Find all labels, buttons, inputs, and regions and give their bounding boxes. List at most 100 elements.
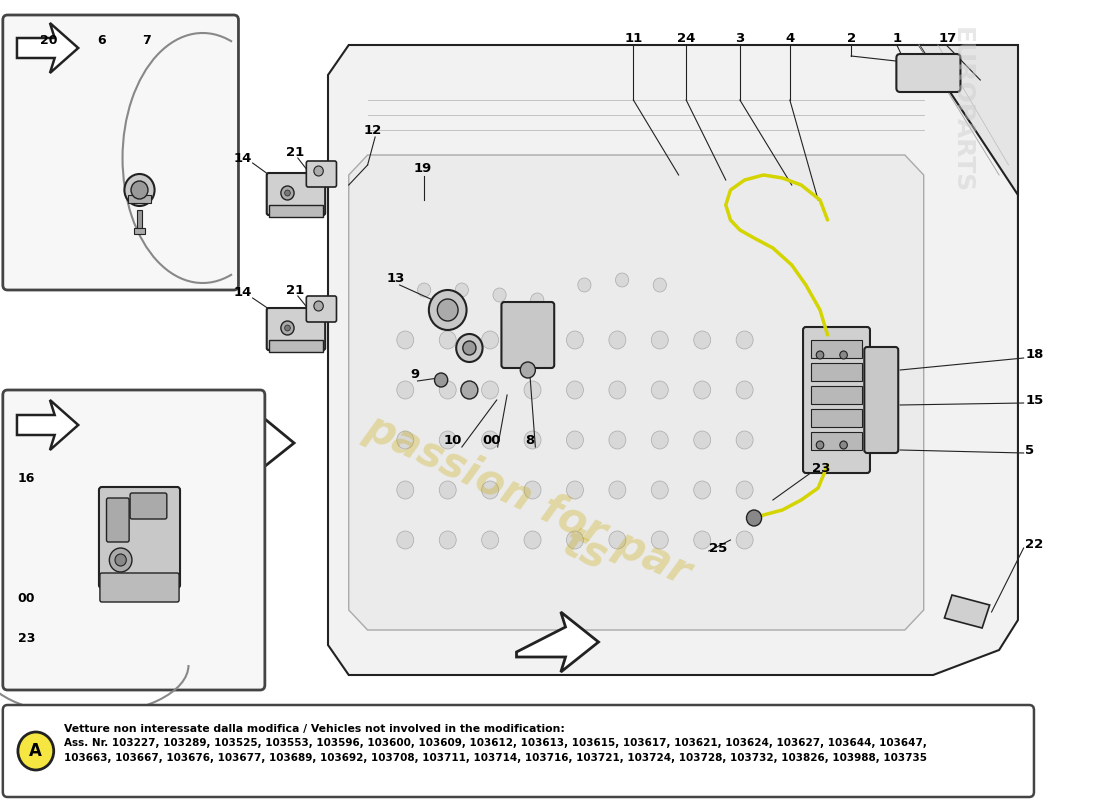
Circle shape [609, 381, 626, 399]
Circle shape [280, 321, 294, 335]
FancyBboxPatch shape [266, 308, 326, 350]
Text: 19: 19 [414, 162, 431, 174]
Circle shape [439, 531, 456, 549]
Circle shape [609, 531, 626, 549]
Circle shape [439, 331, 456, 349]
Text: 18: 18 [1025, 349, 1044, 362]
Bar [134, 228, 145, 234]
Text: 17: 17 [938, 31, 956, 45]
FancyBboxPatch shape [896, 54, 960, 92]
FancyBboxPatch shape [3, 705, 1034, 797]
Circle shape [314, 166, 323, 176]
Text: 9: 9 [410, 367, 419, 381]
FancyBboxPatch shape [266, 173, 326, 215]
Circle shape [524, 431, 541, 449]
FancyBboxPatch shape [3, 15, 239, 290]
Bar [811, 340, 862, 358]
Circle shape [456, 334, 483, 362]
Bar [811, 363, 862, 381]
Text: A: A [30, 742, 42, 760]
Text: ts: ts [556, 522, 614, 578]
Text: 11: 11 [625, 31, 642, 45]
Text: 25: 25 [708, 542, 727, 554]
Circle shape [609, 481, 626, 499]
Circle shape [524, 331, 541, 349]
Text: 12: 12 [363, 123, 382, 137]
Polygon shape [16, 400, 78, 450]
Circle shape [694, 381, 711, 399]
Circle shape [736, 531, 754, 549]
Polygon shape [517, 612, 598, 672]
Text: 20: 20 [41, 34, 58, 46]
Text: 13: 13 [387, 271, 405, 285]
Bar [811, 409, 862, 427]
FancyBboxPatch shape [3, 390, 265, 690]
Circle shape [455, 283, 469, 297]
Polygon shape [328, 45, 1018, 675]
Circle shape [653, 278, 667, 292]
Circle shape [694, 531, 711, 549]
Bar [129, 195, 151, 203]
Circle shape [524, 481, 541, 499]
Text: 21: 21 [286, 283, 304, 297]
Circle shape [285, 325, 290, 331]
FancyBboxPatch shape [100, 573, 179, 602]
Bar [811, 386, 862, 404]
Text: 21: 21 [286, 146, 304, 159]
Text: 6: 6 [98, 34, 106, 46]
FancyBboxPatch shape [502, 302, 554, 368]
Circle shape [434, 373, 448, 387]
Text: 16: 16 [18, 471, 35, 485]
Circle shape [463, 341, 476, 355]
Text: 23: 23 [18, 631, 35, 645]
Circle shape [651, 381, 669, 399]
Bar [136, 210, 142, 230]
Circle shape [694, 431, 711, 449]
Text: Ass. Nr. 103227, 103289, 103525, 103553, 103596, 103600, 103609, 103612, 103613,: Ass. Nr. 103227, 103289, 103525, 103553,… [64, 738, 927, 748]
Circle shape [482, 531, 498, 549]
Circle shape [736, 381, 754, 399]
Circle shape [131, 181, 149, 199]
Circle shape [839, 441, 847, 449]
FancyBboxPatch shape [865, 347, 899, 453]
Circle shape [651, 431, 669, 449]
Text: 4: 4 [785, 31, 794, 45]
Circle shape [694, 331, 711, 349]
Text: 15: 15 [1025, 394, 1044, 406]
Circle shape [439, 481, 456, 499]
Circle shape [482, 381, 498, 399]
Circle shape [314, 301, 323, 311]
Circle shape [124, 174, 155, 206]
Circle shape [418, 283, 431, 297]
FancyBboxPatch shape [306, 161, 337, 187]
Circle shape [694, 481, 711, 499]
Circle shape [482, 481, 498, 499]
Circle shape [616, 273, 629, 287]
Text: 00: 00 [18, 591, 35, 605]
Text: 8: 8 [525, 434, 535, 446]
Circle shape [439, 431, 456, 449]
Text: 103663, 103667, 103676, 103677, 103689, 103692, 103708, 103711, 103714, 103716, : 103663, 103667, 103676, 103677, 103689, … [64, 753, 927, 763]
Text: 22: 22 [1025, 538, 1044, 551]
FancyBboxPatch shape [107, 498, 129, 542]
Circle shape [438, 299, 458, 321]
Text: 14: 14 [234, 286, 252, 298]
Circle shape [566, 381, 583, 399]
Circle shape [839, 351, 847, 359]
Text: 23: 23 [813, 462, 830, 474]
Circle shape [397, 381, 414, 399]
Circle shape [429, 290, 466, 330]
Circle shape [609, 431, 626, 449]
Text: 10: 10 [443, 434, 462, 446]
Circle shape [566, 481, 583, 499]
Circle shape [116, 554, 127, 566]
Circle shape [651, 481, 669, 499]
Circle shape [109, 548, 132, 572]
Circle shape [493, 288, 506, 302]
Text: EUROPARTS: EUROPARTS [949, 27, 974, 193]
Circle shape [18, 732, 54, 770]
Text: passion for par: passion for par [359, 406, 697, 594]
Circle shape [736, 481, 754, 499]
Bar [268, 205, 323, 217]
Text: 24: 24 [676, 31, 695, 45]
